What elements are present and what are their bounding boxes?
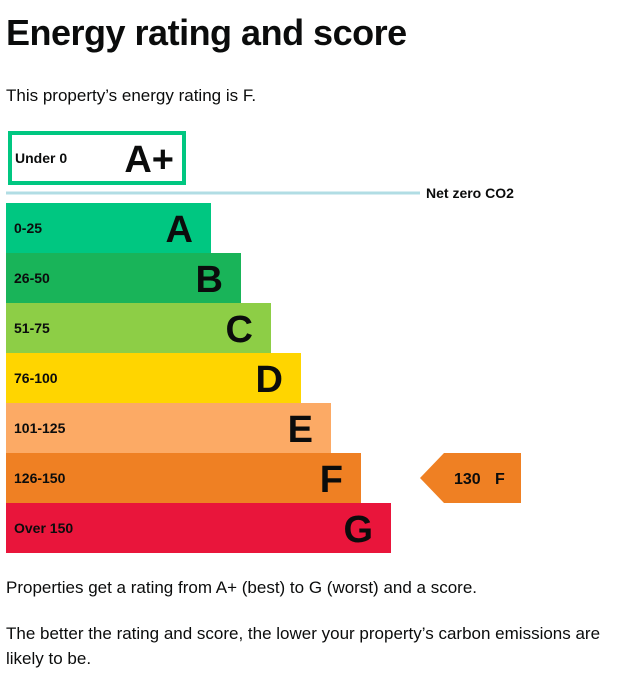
current-rating-score: 130 <box>454 471 481 488</box>
band-a-bar <box>6 203 211 253</box>
band-b-bar <box>6 253 241 303</box>
band-g-bar <box>6 503 391 553</box>
band-e-letter: E <box>288 409 313 451</box>
band-d-letter: D <box>256 359 283 401</box>
band-c-bar <box>6 303 271 353</box>
band-d-bar <box>6 353 301 403</box>
net-zero-label: Net zero CO2 <box>426 185 514 201</box>
band-b-range: 26-50 <box>14 270 50 286</box>
current-rating-letter: F <box>495 471 505 488</box>
band-f-range: 126-150 <box>14 470 66 486</box>
current-rating-arrow <box>420 453 521 503</box>
rating-bands: 0-25 A 26-50 B 51-75 C 76-100 D 101-125 E 126-150 F… <box>6 203 391 553</box>
band-f-bar <box>6 453 361 503</box>
band-aplus-range: Under 0 <box>15 150 67 166</box>
band-c-letter: C <box>226 309 253 351</box>
band-a-letter: A <box>166 209 193 251</box>
band-c-range: 51-75 <box>14 320 50 336</box>
carbon-explanation: The better the rating and score, the low… <box>6 624 601 668</box>
band-d-range: 76-100 <box>14 370 58 386</box>
band-aplus-outline <box>8 131 186 185</box>
current-rating-marker: 130 F <box>420 453 521 503</box>
band-e-range: 101-125 <box>14 420 66 436</box>
band-g-letter: G <box>343 509 373 551</box>
rating-explanation: Properties get a rating from A+ (best) t… <box>6 578 478 597</box>
page-title: Energy rating and score <box>6 12 407 53</box>
band-g-range: Over 150 <box>14 520 73 536</box>
energy-rating-chart: Under 0 A+ Net zero CO2 0-25 A 26-50 B 51-75… <box>6 131 521 553</box>
band-e-bar <box>6 403 331 453</box>
band-b-letter: B <box>196 259 223 301</box>
rating-intro: This property’s energy rating is F. <box>6 86 257 105</box>
band-aplus-letter: A+ <box>124 139 174 181</box>
band-f-letter: F <box>320 459 343 501</box>
band-a-range: 0-25 <box>14 220 42 236</box>
